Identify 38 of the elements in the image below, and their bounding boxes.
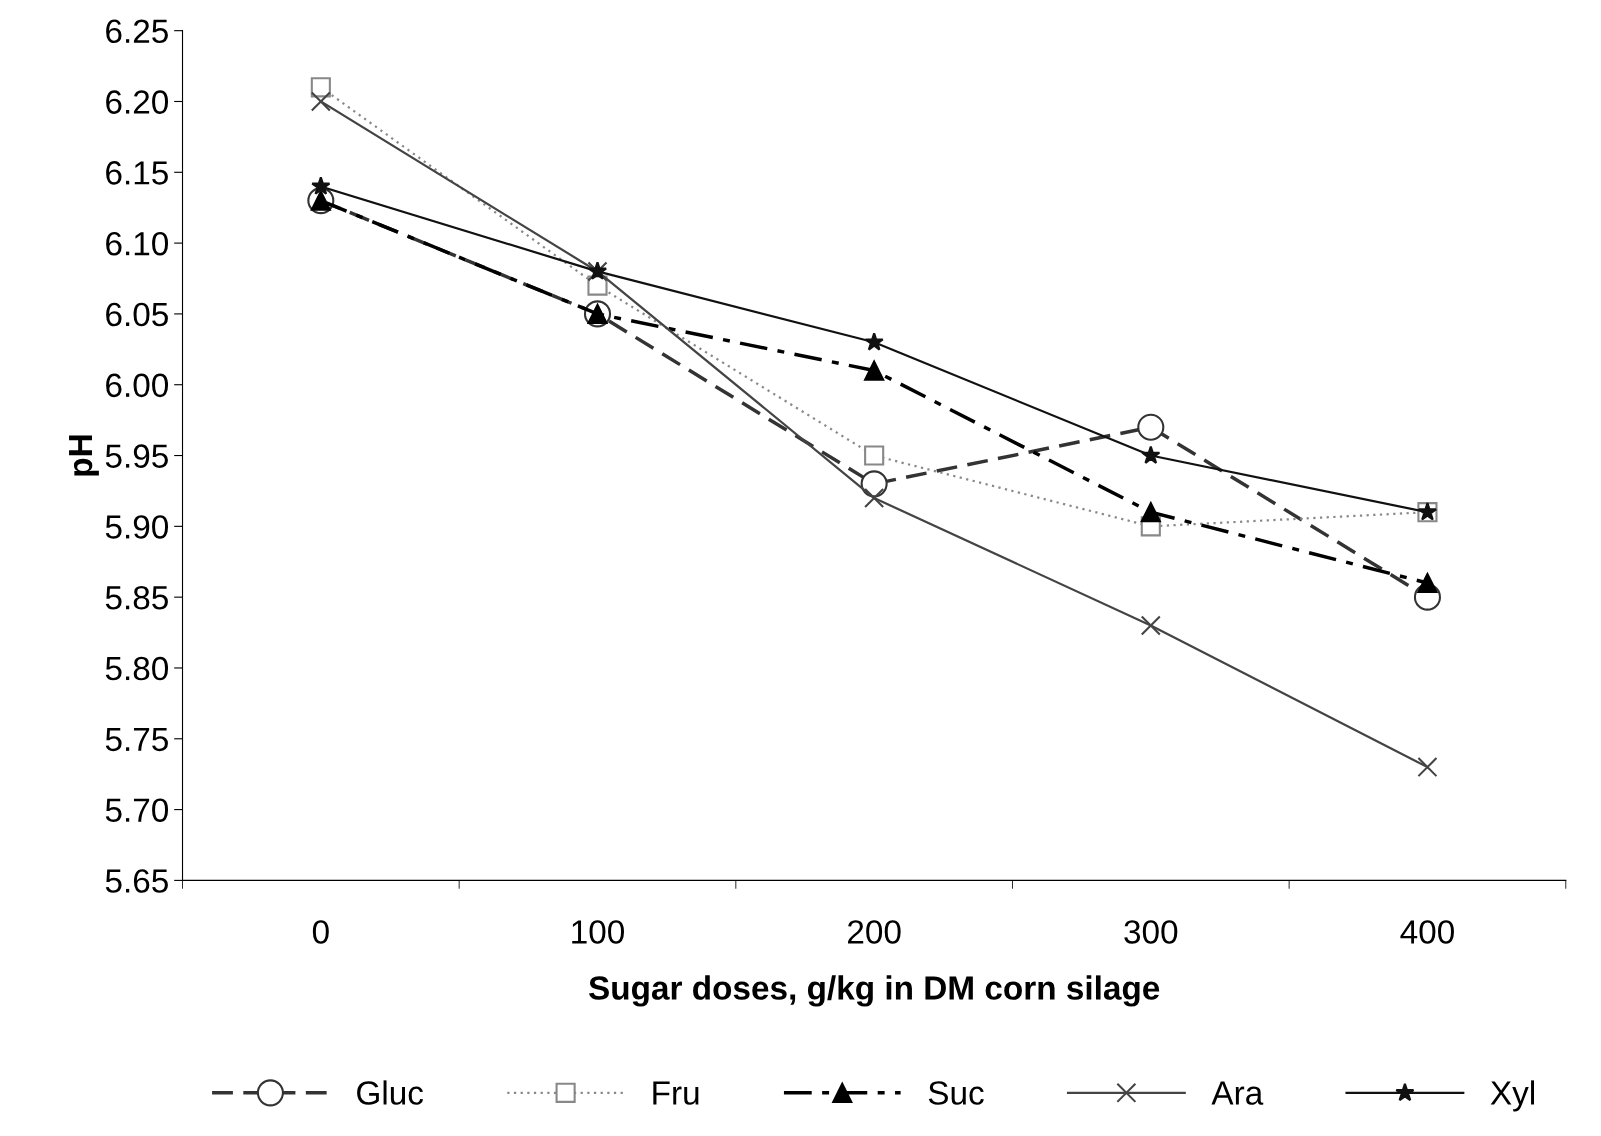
x-tick-label: 100 [572, 920, 624, 944]
legend-label: Fru [653, 1081, 699, 1105]
x-tick-label: 200 [848, 920, 901, 944]
y-tick-label: 5.90 [105, 515, 169, 539]
x-tick-label: 0 [312, 920, 329, 944]
point [864, 487, 885, 509]
y-tick-label: 5.70 [105, 798, 169, 822]
y-axis-title: pH [69, 435, 99, 476]
point [1417, 572, 1438, 594]
point [1140, 502, 1161, 523]
point [311, 176, 331, 195]
y-tick-label: 5.65 [105, 869, 168, 893]
x-tick-label: 300 [1124, 920, 1178, 944]
x-tick-label: 400 [1400, 920, 1454, 944]
legend-label: Suc [928, 1081, 984, 1105]
y-tick-label: 5.80 [105, 656, 169, 681]
point [1417, 757, 1438, 778]
y-tick-label: 6.00 [106, 373, 169, 398]
y-tick-label: 5.85 [105, 585, 168, 610]
y-tick-label: 6.15 [106, 161, 168, 185]
y-tick-label: 6.10 [106, 231, 169, 256]
point [864, 332, 884, 351]
y-tick-label: 5.75 [105, 727, 168, 752]
y-tick-label: 6.05 [106, 302, 168, 327]
legend-label: Xyl [1490, 1080, 1534, 1112]
y-tick-label: 5.95 [105, 444, 168, 468]
legend-label: Ara [1211, 1081, 1264, 1105]
point [310, 91, 331, 112]
point [864, 360, 885, 381]
y-tick-label: 6.25 [106, 19, 168, 44]
point [1141, 445, 1161, 464]
y-tick-label: 6.20 [106, 90, 169, 114]
point [864, 445, 885, 466]
point [1137, 413, 1165, 441]
x-axis-title: Sugar doses, g/kg in DM corn silage [588, 975, 1160, 1007]
legend-label: Gluc [357, 1080, 424, 1105]
point [310, 77, 331, 98]
point [1140, 615, 1161, 636]
